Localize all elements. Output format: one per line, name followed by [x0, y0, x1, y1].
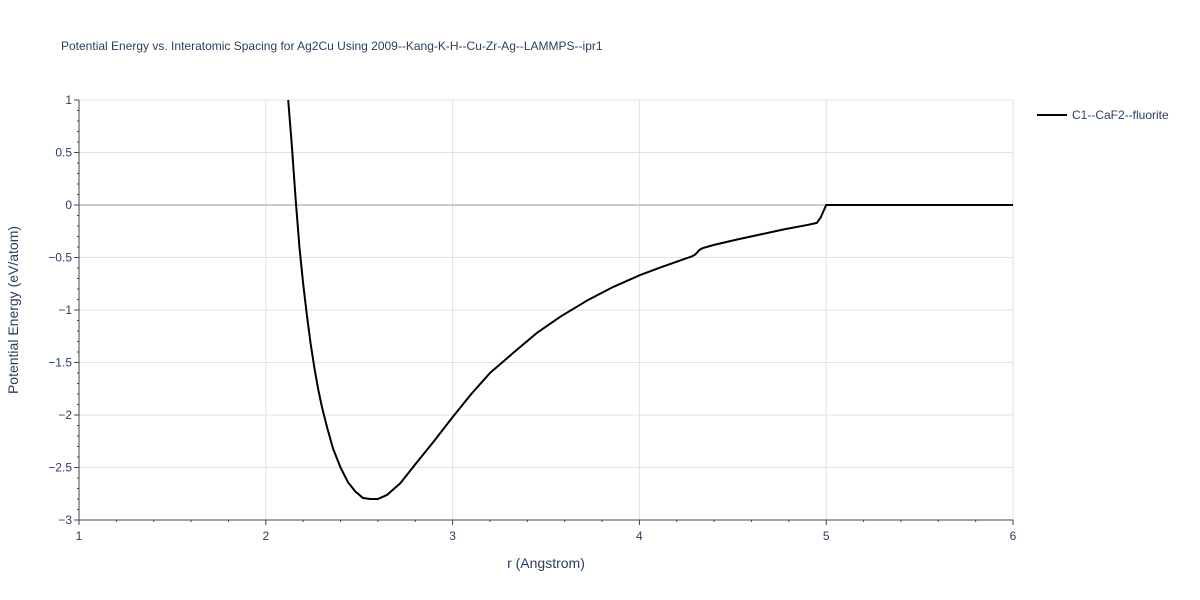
chart-title: Potential Energy vs. Interatomic Spacing…: [61, 39, 603, 53]
legend-label: C1--CaF2--fluorite: [1072, 108, 1169, 122]
y-tick-label: −2: [58, 408, 72, 422]
x-tick-label: 3: [449, 529, 456, 543]
axes: [74, 99, 1014, 525]
y-tick-label: −0.5: [48, 251, 72, 265]
plot-area: [287, 99, 1013, 500]
series-line: [287, 99, 1013, 500]
y-axis-title: Potential Energy (eV/atom): [5, 226, 21, 394]
y-tick-label: 0.5: [55, 146, 72, 160]
y-tick-label: 1: [65, 93, 72, 107]
y-tick-label: −2.5: [48, 461, 72, 475]
y-tick-label: 0: [65, 198, 72, 212]
x-tick-label: 1: [76, 529, 83, 543]
y-tick-label: −1: [58, 303, 72, 317]
gridlines: [79, 99, 1014, 520]
x-tick-label: 5: [823, 529, 830, 543]
x-tick-label: 2: [262, 529, 269, 543]
legend[interactable]: C1--CaF2--fluorite: [1037, 108, 1169, 122]
x-tick-label: 6: [1010, 529, 1017, 543]
x-axis-title: r (Angstrom): [507, 555, 585, 571]
y-tick-label: −3: [58, 513, 72, 527]
tick-labels: 1 2 3 4 5 6 1 0.5 0 −0.5 −1 −1.5 −2 −2.5 −3: [48, 93, 1016, 543]
y-tick-label: −1.5: [48, 356, 72, 370]
x-tick-label: 4: [636, 529, 643, 543]
